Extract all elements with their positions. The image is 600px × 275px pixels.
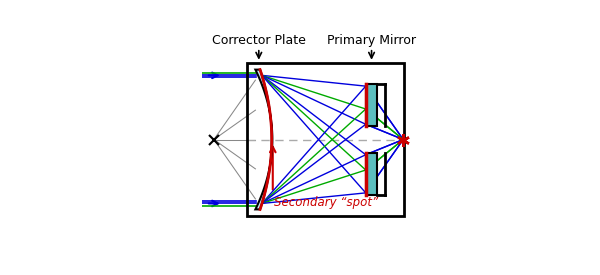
Text: Primary Mirror: Primary Mirror (327, 34, 416, 47)
Polygon shape (256, 70, 272, 209)
Text: Secondary “spot”: Secondary “spot” (274, 196, 378, 209)
Bar (366, 84, 377, 126)
Bar (366, 153, 377, 195)
Bar (247, 63, 404, 216)
Text: Corrector Plate: Corrector Plate (212, 34, 306, 47)
